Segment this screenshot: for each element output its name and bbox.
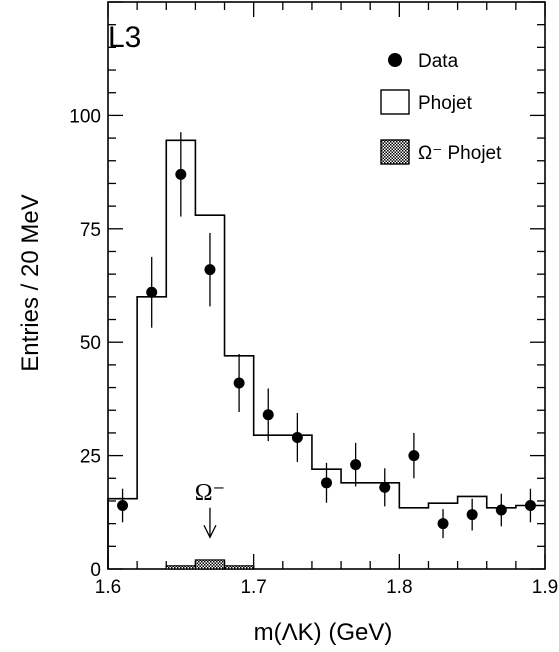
omega-phojet-bar [223,565,255,570]
y-tick-label: 100 [69,106,101,127]
data-point [408,450,420,462]
data-point [233,377,245,389]
data-point [321,477,332,489]
data-point [262,409,274,421]
data-point [350,459,362,471]
omega-annotation-label: Ω⁻ [195,480,226,506]
x-tick-label: 1.7 [240,577,266,598]
data-point [204,264,216,276]
omega-phojet-bar [194,559,226,570]
omega-arrow-head [203,524,217,539]
data-point [437,518,449,530]
y-tick-label: 0 [90,560,101,581]
legend-label: Phojet [418,93,473,114]
data-point [117,499,129,511]
omega-phojet-bar [165,565,196,570]
data-point [175,168,187,180]
data-point [146,286,158,298]
y-axis-title: Entries / 20 MeV [17,194,44,371]
data-point [524,499,536,511]
y-tick-label: 75 [80,220,101,241]
legend-phojet-marker [380,89,410,115]
legend-label: Ω⁻ Phojet [418,143,502,164]
phojet-step-line [107,139,545,569]
data-point [495,504,507,516]
plot-frame [107,1,546,570]
legend-omega-marker [380,139,410,165]
legend-data-marker [388,53,402,67]
legend-label: Data [418,51,459,72]
y-tick-label: 50 [80,333,101,354]
data-point [379,481,391,493]
data-point [291,431,303,443]
x-tick-label: 1.8 [386,577,412,598]
x-tick-label: 1.9 [532,577,558,598]
data-point [466,509,478,521]
y-tick-label: 25 [80,447,101,468]
experiment-label: L3 [108,21,141,54]
x-axis-title: m(ΛK) (GeV) [254,619,393,646]
x-tick-label: 1.6 [95,577,121,598]
